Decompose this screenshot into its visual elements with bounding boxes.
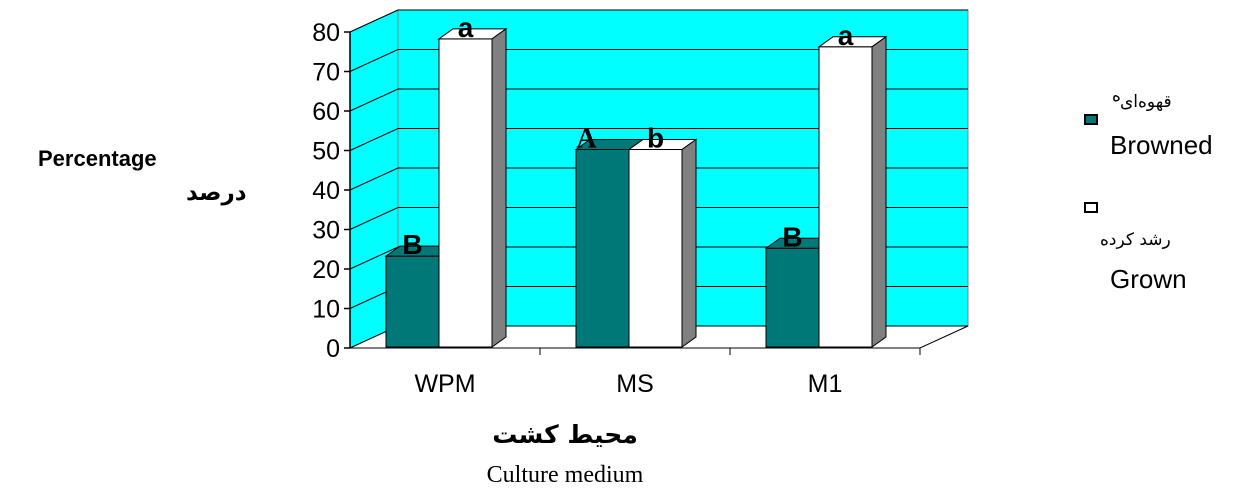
- x-tick-label: MS: [616, 370, 654, 398]
- significance-label: B: [402, 229, 422, 260]
- gridline-side: [349, 49, 399, 72]
- y-tick-label: 80: [312, 19, 340, 47]
- bar-grown-wpm: [438, 38, 493, 348]
- bar-browned-ms: [575, 149, 630, 348]
- y-axis-label: Percentage: [38, 146, 157, 171]
- y-tick-label: 70: [312, 59, 340, 87]
- y-tick-label: 30: [312, 217, 340, 245]
- bar-grown-ms: [628, 149, 683, 348]
- y-tick-label: 10: [312, 296, 340, 324]
- legend-label-grown-persian: رشد کرده: [1100, 230, 1171, 250]
- significance-label: B: [782, 221, 802, 252]
- y-axis-label-persian: درصد: [186, 180, 247, 206]
- legend-swatch-browned: [1084, 114, 1098, 125]
- x-tick-label: WPM: [414, 370, 475, 398]
- bar-browned-wpm: [385, 255, 440, 348]
- significance-label: A: [576, 124, 597, 155]
- bar-side-face: [871, 35, 887, 348]
- significance-label: b: [647, 123, 664, 154]
- legend-marker-glyph: ه: [1112, 86, 1121, 106]
- legend-label-browned-persian: قهوه‌ای: [1120, 92, 1172, 112]
- x-axis-label-persian: محیط کشت: [492, 420, 638, 449]
- legend-label-browned: Browned: [1110, 130, 1213, 160]
- bar-browned-m1: [765, 247, 820, 348]
- gridline-side: [349, 167, 399, 191]
- significance-label: a: [838, 20, 854, 51]
- y-tick-label: 0: [326, 335, 340, 363]
- gridline-side: [349, 9, 399, 33]
- y-tick-label: 60: [312, 98, 340, 126]
- gridline-side: [349, 207, 399, 230]
- x-axis-label: Culture medium: [486, 462, 644, 488]
- y-tick-label: 40: [312, 177, 340, 205]
- x-tick-label: M1: [808, 370, 843, 398]
- y-tick-label: 20: [312, 256, 340, 284]
- significance-label: a: [458, 12, 474, 43]
- bar-grown-m1: [818, 46, 873, 348]
- legend-label-grown: Grown: [1110, 264, 1187, 294]
- bar-side-face: [681, 138, 697, 348]
- y-tick-label: 50: [312, 138, 340, 166]
- legend-swatch-grown: [1084, 202, 1098, 213]
- gridline-side: [349, 88, 399, 112]
- gridline-side: [349, 128, 399, 151]
- bar-side-face: [491, 27, 507, 348]
- gridline-side: [349, 246, 399, 270]
